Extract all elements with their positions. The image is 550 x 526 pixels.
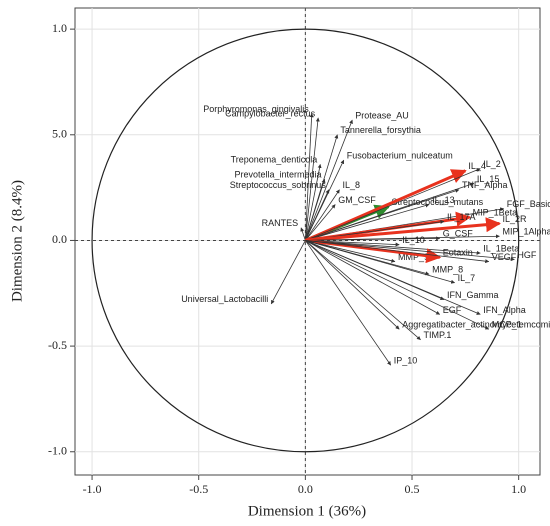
vector-label: IL_2 (483, 159, 501, 169)
vector-label: Campylobacter_rectus (225, 108, 316, 118)
x-tick-label: -0.5 (189, 482, 208, 496)
vector-label: VEGF (492, 252, 517, 262)
vector-label: Streptococcus_sobrinus (230, 180, 327, 190)
vector-arrow (305, 240, 421, 341)
vector-label: IP_10 (394, 355, 418, 365)
vector-arrow (305, 240, 490, 330)
vector-label: Tannerella_forsythia (340, 125, 421, 135)
vector-label: MIP_1Beta (473, 208, 518, 218)
vector-label: IL_17A (447, 212, 476, 222)
vector-label: MMP_9 (398, 252, 429, 262)
vector-label: GM_CSF (338, 195, 376, 205)
vector-label: IFN_Alpha (483, 305, 526, 315)
y-tick-label: 5.0 (52, 127, 67, 141)
y-axis-title: Dimension 2 (8.4%) (9, 180, 25, 302)
vector-label: EGF (443, 305, 462, 315)
vector-arrow (305, 234, 500, 241)
vector-label: IL_13 (432, 195, 455, 205)
vector-arrow (305, 189, 340, 241)
vector-label: IL_2R (502, 214, 527, 224)
vector-arrow (300, 227, 306, 241)
vector-arrow (305, 240, 515, 262)
vector-label: Aggregatibacter_actinomycetemcomitans (402, 320, 550, 330)
vector-label: IL_4 (468, 161, 486, 171)
y-tick-label: -1.0 (48, 444, 67, 458)
vector-label: Universal_Lactobacilli (181, 294, 268, 304)
x-tick-label: 0.5 (405, 482, 420, 496)
vector-label: TIMP.1 (424, 330, 452, 340)
vector-arrow (305, 240, 481, 315)
y-tick-label: 1.0 (52, 21, 67, 35)
vector-label: MMP_8 (432, 265, 463, 275)
vector-arrow (305, 217, 501, 242)
vector-arrow (304, 163, 322, 241)
y-tick-label: -0.5 (48, 338, 67, 352)
vector-arrow (305, 240, 481, 255)
x-tick-label: 0.0 (298, 482, 313, 496)
vector-label: HGF (517, 250, 537, 260)
vector-arrow (304, 169, 467, 242)
vector-label: Protease_AU (355, 110, 409, 120)
vector-label: FGF_Basic (507, 199, 550, 209)
vector-arrow (304, 113, 314, 241)
vector-label: Prevotella_intermedia (235, 170, 322, 180)
x-tick-label: -1.0 (83, 482, 102, 496)
vector-arrow (305, 204, 336, 241)
vector-label: MCP_1 (492, 320, 522, 330)
vector-arrow (305, 240, 396, 263)
vector-label: Fusobacterium_nulceatum (347, 151, 453, 161)
vector-label: IFN_Gamma (447, 290, 499, 300)
vector-arrow (305, 189, 330, 241)
vector-label: Eotaxin (443, 248, 473, 258)
unit-circle (91, 28, 520, 453)
vector-arrow (304, 119, 353, 241)
x-tick-label: 1.0 (511, 482, 526, 496)
vector-arrow (305, 203, 430, 241)
vector-arrow (305, 240, 490, 264)
vector-label: Streptococcus_mutans (392, 197, 484, 207)
y-tick-label: 0.0 (52, 232, 67, 246)
vector-label: RANTES (262, 218, 299, 228)
vector-label: Treponema_denticola (231, 155, 318, 165)
x-axis-title: Dimension 1 (36%) (248, 503, 366, 519)
vector-label: IL_10 (402, 235, 425, 245)
vector-label: IL_1Beta (483, 243, 519, 253)
vector-arrow (305, 240, 392, 366)
vector-arrow (305, 240, 400, 330)
vector-label: TNF_Alpha (462, 180, 508, 190)
vector-arrow (305, 182, 475, 241)
vector-label: IL_8 (342, 180, 360, 190)
vector-label: G_CSF (443, 229, 474, 239)
vector-arrow (305, 168, 481, 241)
vector-arrow (304, 117, 320, 241)
vector-arrow (304, 178, 326, 241)
vector-arrow (305, 240, 456, 284)
vector-label: IL_15 (477, 174, 500, 184)
vector-arrow (305, 240, 441, 315)
plot-frame (74, 7, 541, 476)
vector-label: IL_7 (458, 273, 476, 283)
vector-arrow (270, 240, 306, 305)
vector-label: Porphyromonas_gingivalis (203, 104, 309, 114)
vector-label: MIP_1Alpha (502, 227, 550, 237)
